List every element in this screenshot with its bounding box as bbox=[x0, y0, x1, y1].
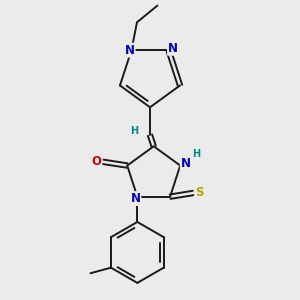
Text: S: S bbox=[196, 187, 204, 200]
Text: N: N bbox=[130, 192, 140, 205]
Text: N: N bbox=[124, 44, 135, 57]
Text: N: N bbox=[168, 42, 178, 55]
Text: O: O bbox=[92, 155, 101, 168]
Text: H: H bbox=[130, 126, 139, 136]
Text: N: N bbox=[181, 157, 191, 170]
Text: H: H bbox=[192, 148, 200, 159]
